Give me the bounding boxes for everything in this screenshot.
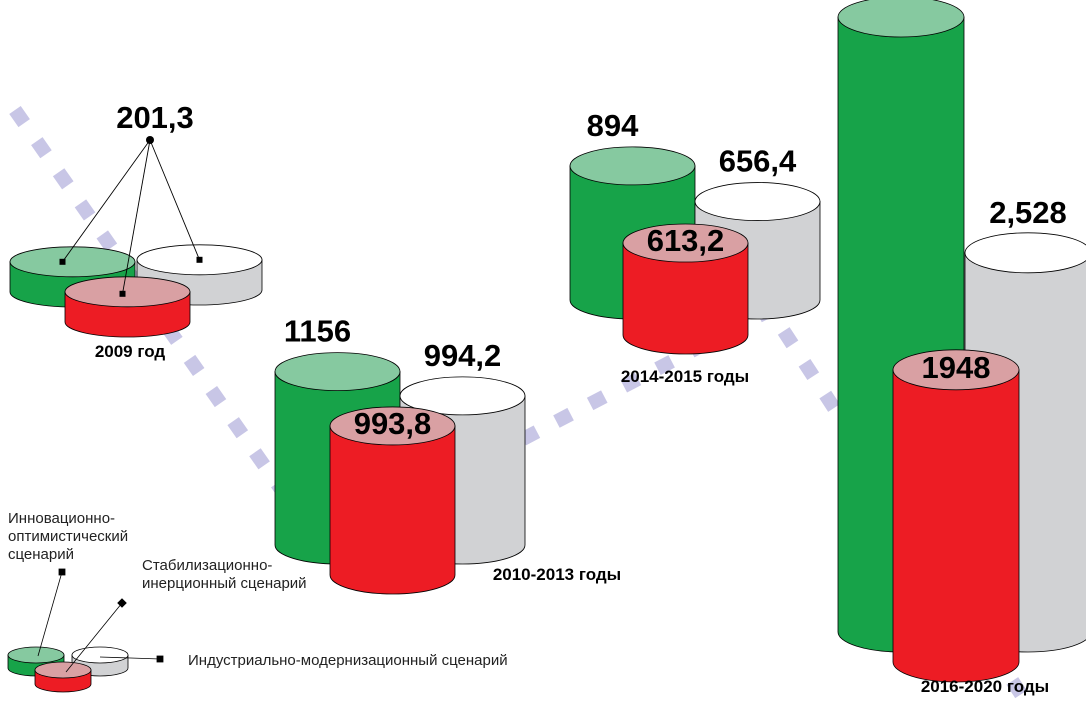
leader-hub: [146, 136, 154, 144]
value-label: 613,2: [647, 223, 725, 258]
legend-icon: [72, 647, 128, 663]
leader-dot: [120, 291, 126, 297]
leader-dot: [59, 569, 65, 575]
leader-dot: [157, 656, 163, 662]
legend-label: Инновационно-оптимистический сценарий: [8, 510, 178, 564]
cylinder-top: [10, 247, 135, 277]
cylinder-top: [570, 147, 695, 185]
value-label: 993,8: [354, 406, 432, 441]
value-label: 994,2: [424, 338, 502, 373]
value-label: 201,3: [116, 100, 194, 135]
cylinder-body: [330, 426, 455, 594]
cylinder-top: [65, 277, 190, 307]
value-label: 894: [587, 108, 639, 143]
leader-line: [150, 140, 200, 260]
cylinder-top: [838, 0, 964, 37]
value-label: 1156: [284, 314, 351, 349]
cylinder: [65, 277, 190, 337]
legend-icon: [35, 662, 91, 678]
legend-label: Стабилизационно-инерционный сценарий: [142, 557, 312, 593]
value-label: 656,4: [719, 144, 797, 179]
page: 2009 год 2010-2013 годы 2014-2015 годы 2016…: [0, 0, 1086, 708]
cylinder-top: [695, 183, 820, 221]
value-label: 1948: [922, 350, 991, 385]
cylinder-top: [275, 353, 400, 391]
chart: 2009 год 2010-2013 годы 2014-2015 годы 2016…: [0, 0, 1086, 708]
leader-dot: [197, 257, 203, 263]
leader-dot: [118, 599, 126, 607]
leader-line: [38, 572, 62, 656]
leader-dot: [60, 259, 66, 265]
category-label: 2010-2013 годы: [493, 565, 621, 584]
legend-icons: [8, 569, 163, 692]
legend-label: Индустриально-модернизационный сценарий: [188, 652, 508, 670]
category-label: 2016-2020 годы: [921, 677, 1049, 696]
cylinder-top: [965, 233, 1086, 273]
cylinder: [893, 350, 1019, 682]
category-label: 2009 год: [95, 342, 166, 361]
legend-icon: [8, 647, 64, 663]
cylinder-body: [893, 370, 1019, 682]
category-label: 2014-2015 годы: [621, 367, 749, 386]
value-label: 2,528: [989, 195, 1067, 230]
